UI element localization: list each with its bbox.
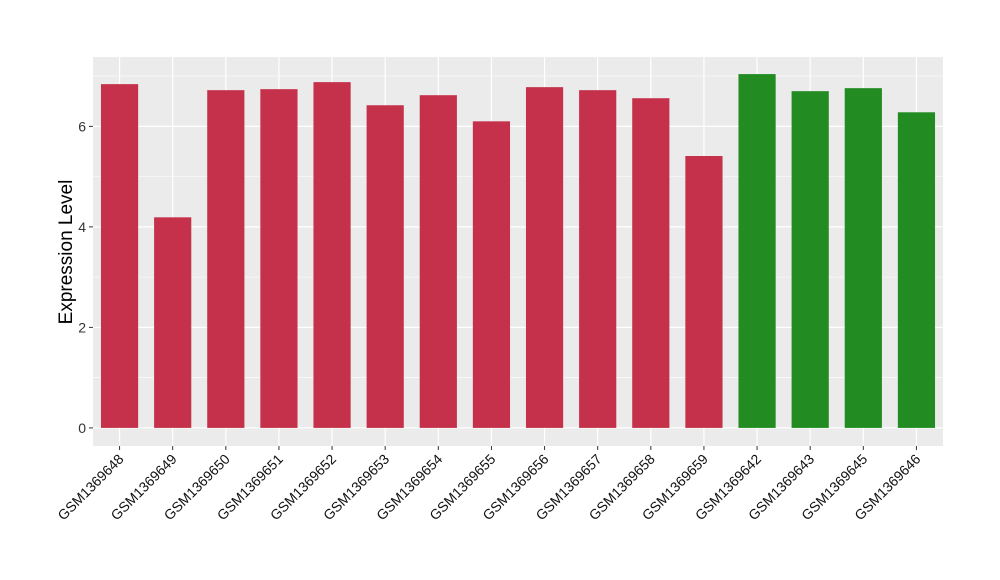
y-axis-label: Expression Level bbox=[56, 180, 77, 325]
y-axis: 0 2 4 6 bbox=[78, 118, 93, 436]
bar-GSM1369653 bbox=[366, 105, 404, 428]
bar-GSM1369654 bbox=[419, 95, 457, 428]
bar-GSM1369651 bbox=[260, 89, 298, 428]
y-tick-label: 4 bbox=[78, 219, 86, 235]
bar-GSM1369646 bbox=[897, 112, 936, 428]
bar-GSM1369658 bbox=[632, 98, 670, 428]
bar-GSM1369655 bbox=[472, 121, 511, 428]
y-tick-label: 0 bbox=[78, 420, 86, 436]
bar-GSM1369650 bbox=[207, 90, 245, 428]
bar-GSM1369652 bbox=[313, 82, 351, 428]
bar-GSM1369657 bbox=[579, 90, 617, 428]
bar-GSM1369645 bbox=[844, 88, 882, 428]
bar-GSM1369649 bbox=[154, 217, 192, 428]
bar-GSM1369643 bbox=[791, 91, 829, 428]
y-tick-label: 6 bbox=[78, 118, 86, 134]
bar-GSM1369642 bbox=[738, 74, 776, 428]
bar-GSM1369659 bbox=[685, 156, 723, 428]
bars bbox=[100, 74, 936, 428]
x-axis: GSM1369648GSM1369649GSM1369650GSM1369651… bbox=[54, 446, 924, 523]
y-tick-label: 2 bbox=[78, 319, 86, 335]
bar-GSM1369648 bbox=[100, 84, 139, 428]
bar-GSM1369656 bbox=[525, 87, 564, 428]
